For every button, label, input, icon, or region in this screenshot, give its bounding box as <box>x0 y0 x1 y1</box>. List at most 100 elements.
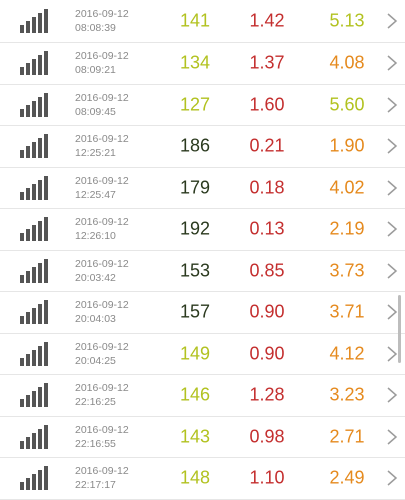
time-label: 08:08:39 <box>75 22 116 34</box>
value-secondary: 1.10 <box>249 467 285 488</box>
date-label: 2016-09-12 <box>75 50 129 63</box>
timestamp: 2016-09-12 22:16:55 <box>75 423 129 451</box>
chevron-right-icon[interactable] <box>386 137 398 155</box>
timestamp: 2016-09-12 22:17:17 <box>75 464 129 492</box>
chevron-right-icon[interactable] <box>386 12 398 30</box>
date-label: 2016-09-12 <box>75 174 129 187</box>
list-item[interactable]: 2016-09-12 22:16:25 146 1.28 3.23 <box>0 375 405 417</box>
value-secondary: 0.98 <box>249 426 285 447</box>
value-tertiary: 1.90 <box>329 135 365 156</box>
value-primary: 157 <box>179 301 211 322</box>
time-label: 22:16:55 <box>75 437 116 450</box>
time-label: 08:09:21 <box>75 64 116 77</box>
list-item[interactable]: 2016-09-12 08:08:39 141 1.42 5.13 <box>0 0 405 43</box>
value-secondary: 0.90 <box>249 343 285 364</box>
signal-bars-icon <box>20 300 52 325</box>
value-secondary: 0.90 <box>249 301 285 322</box>
date-label: 2016-09-12 <box>75 340 129 353</box>
timestamp: 2016-09-12 20:04:25 <box>75 340 129 368</box>
list-item[interactable]: 2016-09-12 22:17:17 148 1.10 2.49 <box>0 458 405 500</box>
value-secondary: 1.37 <box>249 52 285 73</box>
date-label: 2016-09-12 <box>75 133 129 146</box>
value-primary: 153 <box>179 260 211 281</box>
value-primary: 179 <box>179 177 211 198</box>
time-label: 12:25:21 <box>75 147 116 160</box>
timestamp: 2016-09-12 22:16:25 <box>75 381 129 409</box>
value-primary: 186 <box>179 135 211 156</box>
list-item[interactable]: 2016-09-12 20:03:42 153 0.85 3.73 <box>0 251 405 292</box>
value-secondary: 1.60 <box>249 94 285 115</box>
date-label: 2016-09-12 <box>75 299 129 312</box>
time-label: 22:17:17 <box>75 479 116 492</box>
signal-bars-icon <box>20 175 52 200</box>
chevron-right-icon[interactable] <box>386 54 398 72</box>
value-primary: 146 <box>179 384 211 405</box>
value-primary: 143 <box>179 426 211 447</box>
value-tertiary: 3.73 <box>329 260 365 281</box>
value-tertiary: 2.19 <box>329 218 365 239</box>
value-tertiary: 4.02 <box>329 177 365 198</box>
time-label: 22:16:25 <box>75 396 116 409</box>
chevron-right-icon[interactable] <box>386 469 398 487</box>
time-label: 20:03:42 <box>75 271 116 284</box>
date-label: 2016-09-12 <box>75 216 129 229</box>
value-primary: 127 <box>179 94 211 115</box>
list-item[interactable]: 2016-09-12 08:09:21 134 1.37 4.08 <box>0 43 405 85</box>
chevron-right-icon[interactable] <box>386 345 398 363</box>
value-primary: 141 <box>179 10 211 31</box>
signal-bars-icon <box>20 341 52 366</box>
time-label: 20:04:25 <box>75 354 116 367</box>
signal-bars-icon <box>20 258 52 283</box>
timestamp: 2016-09-12 20:04:03 <box>75 298 129 326</box>
timestamp: 2016-09-12 12:26:10 <box>75 215 129 243</box>
value-tertiary: 2.49 <box>329 467 365 488</box>
timestamp: 2016-09-12 08:09:21 <box>75 49 129 77</box>
value-secondary: 1.28 <box>249 384 285 405</box>
list-item[interactable]: 2016-09-12 20:04:03 157 0.90 3.71 <box>0 292 405 334</box>
list-item[interactable]: 2016-09-12 12:25:21 186 0.21 1.90 <box>0 126 405 168</box>
value-secondary: 0.13 <box>249 218 285 239</box>
time-label: 20:04:03 <box>75 313 116 326</box>
list-item[interactable]: 2016-09-12 20:04:25 149 0.90 4.12 <box>0 334 405 375</box>
value-tertiary: 3.23 <box>329 384 365 405</box>
value-secondary: 0.21 <box>249 135 285 156</box>
date-label: 2016-09-12 <box>75 382 129 395</box>
signal-bars-icon <box>20 424 52 449</box>
chevron-right-icon[interactable] <box>386 96 398 114</box>
value-tertiary: 5.13 <box>329 10 365 31</box>
chevron-right-icon[interactable] <box>386 428 398 446</box>
value-primary: 149 <box>179 343 211 364</box>
chevron-right-icon[interactable] <box>386 179 398 197</box>
date-label: 2016-09-12 <box>75 91 129 104</box>
list-item[interactable]: 2016-09-12 12:25:47 179 0.18 4.02 <box>0 168 405 209</box>
signal-bars-icon <box>20 466 52 491</box>
value-tertiary: 3.71 <box>329 301 365 322</box>
chevron-right-icon[interactable] <box>386 262 398 280</box>
value-primary: 148 <box>179 467 211 488</box>
date-label: 2016-09-12 <box>75 465 129 478</box>
timestamp: 2016-09-12 08:08:39 <box>75 7 129 35</box>
value-tertiary: 2.71 <box>329 426 365 447</box>
list-item[interactable]: 2016-09-12 22:16:55 143 0.98 2.71 <box>0 417 405 458</box>
value-secondary: 0.18 <box>249 177 285 198</box>
date-label: 2016-09-12 <box>75 423 129 436</box>
list-item[interactable]: 2016-09-12 08:09:45 127 1.60 5.60 <box>0 85 405 126</box>
time-label: 08:09:45 <box>75 105 116 118</box>
value-tertiary: 4.08 <box>329 52 365 73</box>
value-tertiary: 4.12 <box>329 343 365 364</box>
date-label: 2016-09-12 <box>75 257 129 270</box>
date-label: 2016-09-12 <box>75 8 129 20</box>
value-secondary: 1.42 <box>249 10 285 31</box>
list-item[interactable]: 2016-09-12 12:26:10 192 0.13 2.19 <box>0 209 405 251</box>
chevron-right-icon[interactable] <box>386 303 398 321</box>
time-label: 12:25:47 <box>75 188 116 201</box>
signal-bars-icon <box>20 51 52 76</box>
timestamp: 2016-09-12 08:09:45 <box>75 91 129 119</box>
scrollbar[interactable] <box>398 295 401 363</box>
chevron-right-icon[interactable] <box>386 386 398 404</box>
timestamp: 2016-09-12 12:25:21 <box>75 132 129 160</box>
signal-bars-icon <box>20 134 52 159</box>
time-label: 12:26:10 <box>75 230 116 243</box>
timestamp: 2016-09-12 20:03:42 <box>75 257 129 285</box>
chevron-right-icon[interactable] <box>386 220 398 238</box>
